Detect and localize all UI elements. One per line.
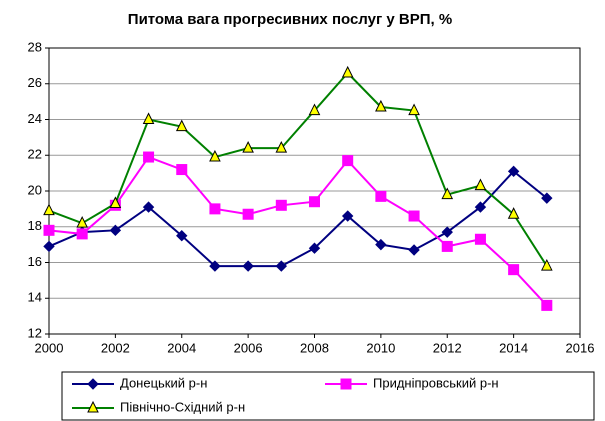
marker (309, 196, 320, 208)
legend: Донецький р-н Придніпровський р-н Північно… (61, 371, 595, 421)
marker (408, 210, 420, 222)
x-tick-label: 2008 (300, 340, 329, 355)
marker (341, 210, 354, 222)
marker (109, 196, 122, 209)
y-tick-label: 24 (28, 111, 42, 126)
marker (541, 299, 553, 311)
legend-box (61, 371, 595, 421)
marker (441, 226, 453, 238)
marker (87, 378, 99, 390)
marker (175, 119, 188, 132)
marker (375, 99, 387, 112)
marker (109, 224, 122, 237)
x-tick-label: 2006 (234, 340, 263, 355)
y-tick-label: 28 (28, 39, 42, 54)
marker (43, 240, 55, 253)
marker (176, 164, 188, 176)
marker (441, 187, 454, 200)
marker (375, 190, 387, 202)
y-tick-label: 14 (28, 290, 42, 305)
x-tick-label: 2000 (35, 340, 64, 355)
y-tick-label: 20 (28, 182, 42, 197)
series-line (48, 169, 548, 268)
x-tick-label: 2004 (167, 340, 196, 355)
marker (508, 264, 520, 276)
legend-label: Придніпровський р-н (373, 375, 499, 390)
y-tick-label: 18 (28, 218, 42, 233)
series-line (48, 71, 548, 267)
marker (308, 242, 321, 254)
marker (176, 229, 188, 242)
x-tick-label: 2016 (566, 340, 595, 355)
legend-label: Донецький р-н (120, 375, 207, 390)
marker (143, 151, 155, 163)
series-line (48, 155, 548, 307)
marker (76, 216, 88, 228)
marker (541, 258, 553, 271)
marker (242, 260, 254, 272)
legend-label: Північно-Східний р-н (120, 399, 245, 414)
marker (408, 103, 420, 116)
marker (441, 240, 453, 252)
marker (275, 140, 288, 153)
marker (209, 203, 221, 215)
marker (507, 207, 520, 219)
marker (209, 149, 221, 162)
x-tick-label: 2002 (101, 340, 130, 355)
marker (209, 260, 221, 272)
marker (275, 260, 288, 272)
chart-title: Питома вага прогресивних послуг у ВРП, % (128, 11, 452, 28)
marker (341, 65, 354, 78)
marker (242, 140, 254, 153)
marker (142, 112, 155, 124)
marker (507, 165, 520, 178)
marker (342, 155, 354, 167)
marker (340, 378, 352, 390)
plot-frame (48, 47, 581, 335)
marker (474, 178, 487, 191)
y-tick-label: 12 (28, 325, 42, 340)
y-tick-label: 26 (28, 75, 42, 90)
marker (308, 103, 321, 116)
marker (43, 203, 55, 216)
marker (43, 224, 55, 236)
marker (375, 238, 387, 251)
marker (275, 199, 287, 211)
y-tick-label: 16 (28, 254, 42, 269)
marker (76, 228, 88, 240)
marker (408, 244, 420, 256)
x-tick-label: 2014 (499, 340, 528, 355)
x-tick-label: 2012 (433, 340, 462, 355)
marker (242, 208, 254, 220)
marker (142, 201, 155, 213)
marker (474, 233, 486, 245)
marker (541, 192, 553, 204)
y-tick-label: 22 (28, 147, 42, 162)
x-tick-label: 2010 (366, 340, 395, 355)
marker (87, 400, 99, 413)
marker (474, 201, 487, 213)
